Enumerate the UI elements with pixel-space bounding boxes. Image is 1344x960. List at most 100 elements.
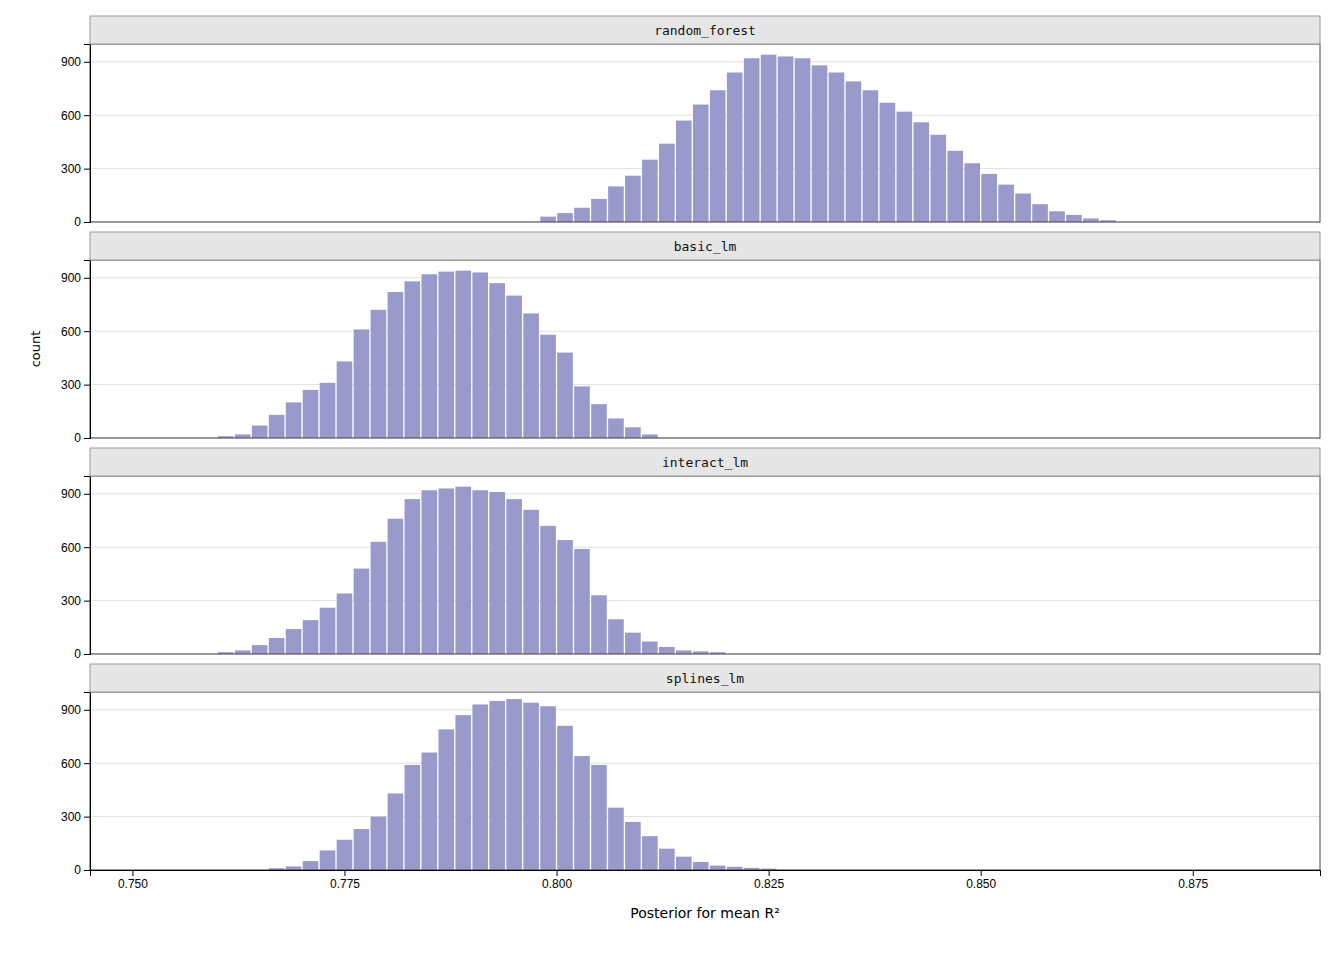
bar bbox=[557, 213, 573, 222]
bar bbox=[710, 90, 726, 222]
bar bbox=[676, 121, 692, 222]
bars bbox=[218, 487, 726, 654]
bar bbox=[388, 519, 404, 654]
bar bbox=[557, 540, 573, 654]
grid-line bbox=[90, 816, 1320, 817]
tick-mark bbox=[84, 278, 90, 279]
bar bbox=[625, 822, 641, 870]
tick-mark bbox=[1193, 870, 1194, 876]
strip: basic_lm bbox=[90, 232, 1320, 260]
bar bbox=[659, 647, 675, 654]
tick: 0.775 bbox=[330, 870, 360, 891]
panel: 03006009000.7500.7750.8000.8250.8500.875 bbox=[61, 692, 1321, 891]
strip-label: random_forest bbox=[654, 23, 756, 38]
bar bbox=[727, 72, 743, 222]
bar bbox=[591, 765, 607, 870]
tick-label: 300 bbox=[61, 378, 81, 392]
bar bbox=[608, 619, 624, 654]
bar bbox=[574, 756, 590, 870]
bar bbox=[914, 122, 930, 222]
tick-mark bbox=[84, 547, 90, 548]
panel: 0300600900 bbox=[61, 260, 1320, 445]
tick: 0 bbox=[74, 863, 90, 877]
bar bbox=[998, 185, 1014, 222]
plot-frame bbox=[90, 692, 1320, 870]
strip-background bbox=[90, 232, 1320, 260]
tick: 0 bbox=[74, 647, 90, 661]
tick-mark bbox=[84, 331, 90, 332]
bar bbox=[489, 283, 505, 438]
tick-label: 600 bbox=[61, 325, 81, 339]
y-axis: 0300600900 bbox=[61, 477, 91, 662]
bar bbox=[303, 620, 319, 654]
x-axis-title: Posterior for mean R² bbox=[630, 905, 780, 921]
tick-mark bbox=[84, 817, 90, 818]
bar bbox=[303, 861, 319, 870]
bar bbox=[388, 793, 404, 870]
axis-line bbox=[91, 871, 1321, 877]
bar bbox=[235, 434, 251, 438]
tick: 0.800 bbox=[542, 870, 572, 891]
tick: 300 bbox=[61, 378, 90, 392]
bar bbox=[659, 144, 675, 222]
tick: 0 bbox=[74, 431, 90, 445]
bar bbox=[574, 386, 590, 438]
bar bbox=[693, 862, 709, 870]
bar bbox=[489, 492, 505, 654]
bar bbox=[693, 105, 709, 222]
tick-label: 300 bbox=[61, 162, 81, 176]
bar bbox=[422, 490, 438, 654]
bar bbox=[286, 629, 302, 654]
x-axis: 0.7500.7750.8000.8250.8500.875 bbox=[91, 870, 1321, 891]
plot-frame bbox=[90, 476, 1320, 654]
bar bbox=[642, 160, 658, 222]
tick-label: 0.825 bbox=[754, 877, 784, 891]
bar bbox=[642, 642, 658, 654]
bar bbox=[320, 850, 336, 870]
grid-line bbox=[90, 763, 1320, 764]
bar bbox=[846, 81, 862, 222]
bar bbox=[269, 415, 285, 438]
y-axis: 0300600900 bbox=[61, 693, 91, 878]
axis-line bbox=[84, 477, 91, 655]
bar bbox=[540, 526, 556, 654]
bar bbox=[405, 765, 421, 870]
bar bbox=[1083, 218, 1099, 222]
bar bbox=[455, 715, 471, 870]
tick-label: 0 bbox=[74, 863, 81, 877]
tick-mark bbox=[769, 870, 770, 876]
bar bbox=[1015, 194, 1031, 222]
strip-label: basic_lm bbox=[674, 239, 737, 254]
tick: 600 bbox=[61, 757, 90, 771]
tick-label: 600 bbox=[61, 757, 81, 771]
bar bbox=[863, 90, 879, 222]
grid bbox=[90, 710, 1320, 870]
grid-line bbox=[90, 61, 1320, 62]
strip-background bbox=[90, 16, 1320, 44]
tick: 900 bbox=[61, 703, 90, 717]
bar bbox=[337, 361, 353, 438]
bar bbox=[608, 808, 624, 870]
bar bbox=[489, 701, 505, 870]
tick-label: 0.850 bbox=[966, 877, 996, 891]
bar bbox=[778, 56, 794, 222]
y-axis-title: count bbox=[28, 331, 43, 368]
tick: 900 bbox=[61, 55, 90, 69]
bar bbox=[303, 390, 319, 438]
tick-mark bbox=[132, 870, 133, 876]
grid-line bbox=[90, 277, 1320, 278]
strip: random_forest bbox=[90, 16, 1320, 44]
bar bbox=[608, 418, 624, 438]
bar bbox=[557, 726, 573, 870]
tick: 0.825 bbox=[754, 870, 784, 891]
bar bbox=[506, 699, 522, 870]
tick-mark bbox=[84, 385, 90, 386]
bar bbox=[1066, 215, 1082, 222]
bar bbox=[812, 65, 828, 222]
bar bbox=[880, 103, 896, 222]
axis-line bbox=[84, 45, 91, 223]
bar bbox=[337, 593, 353, 654]
bar bbox=[472, 490, 488, 654]
strip-label: interact_lm bbox=[662, 455, 748, 470]
bar bbox=[625, 427, 641, 438]
